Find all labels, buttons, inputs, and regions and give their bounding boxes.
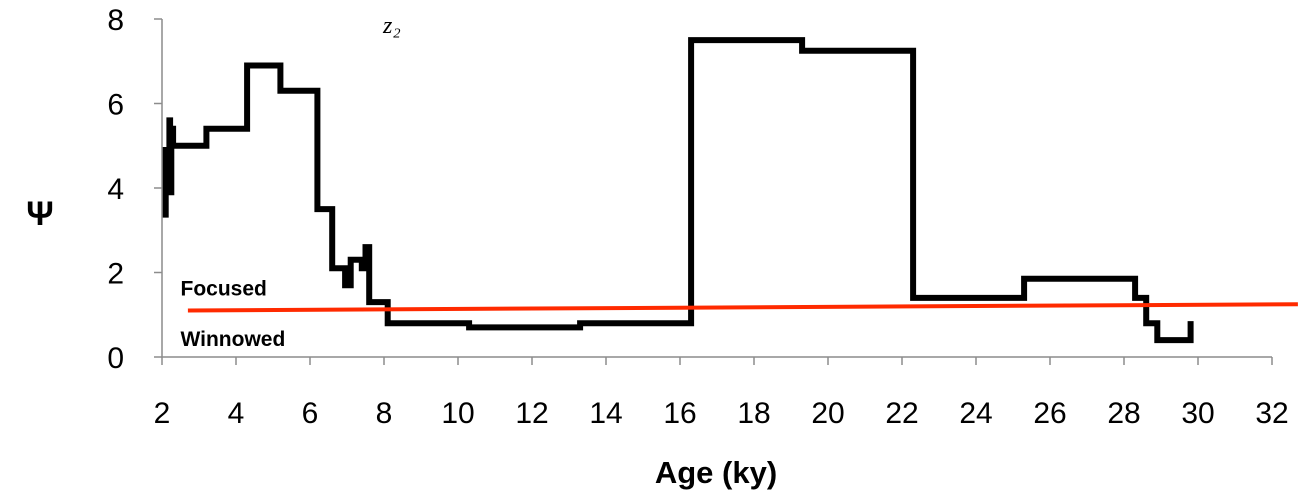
series-layer [162, 37, 1298, 344]
x-tick-label: 10 [441, 397, 474, 430]
x-tick-label: 28 [1107, 397, 1140, 430]
y-tick-label: 6 [107, 89, 124, 122]
x-tick-label: 24 [959, 397, 992, 430]
y-tick-label: 4 [107, 173, 124, 206]
y-axis-title: Ψ [26, 195, 54, 233]
y-tick-label: 2 [107, 258, 124, 291]
x-tick-label: 30 [1181, 397, 1214, 430]
psi-step-line [162, 37, 1194, 344]
threshold-line [187, 302, 1298, 313]
x-tick-label: 4 [228, 397, 245, 430]
x-tick-label: 12 [515, 397, 548, 430]
corner-label: z₂ [382, 13, 401, 39]
labels-layer: Focused Winnowed Age (ky) Ψz₂ [26, 13, 777, 490]
winnowed-label: Winnowed [181, 328, 286, 351]
focused-label: Focused [181, 277, 267, 300]
x-axis-title: Age (ky) [655, 455, 777, 490]
x-tick-label: 26 [1033, 397, 1066, 430]
y-tick-label: 0 [107, 342, 124, 375]
x-tick-label: 2 [154, 397, 171, 430]
y-tick-label: 8 [107, 4, 124, 37]
x-tick-label: 20 [811, 397, 844, 430]
x-tick-label: 18 [737, 397, 770, 430]
x-tick-label: 6 [302, 397, 319, 430]
x-tick-label: 8 [376, 397, 393, 430]
x-tick-label: 14 [589, 397, 622, 430]
x-tick-label: 22 [885, 397, 918, 430]
x-tick-label: 16 [663, 397, 696, 430]
x-tick-label: 32 [1255, 397, 1288, 430]
